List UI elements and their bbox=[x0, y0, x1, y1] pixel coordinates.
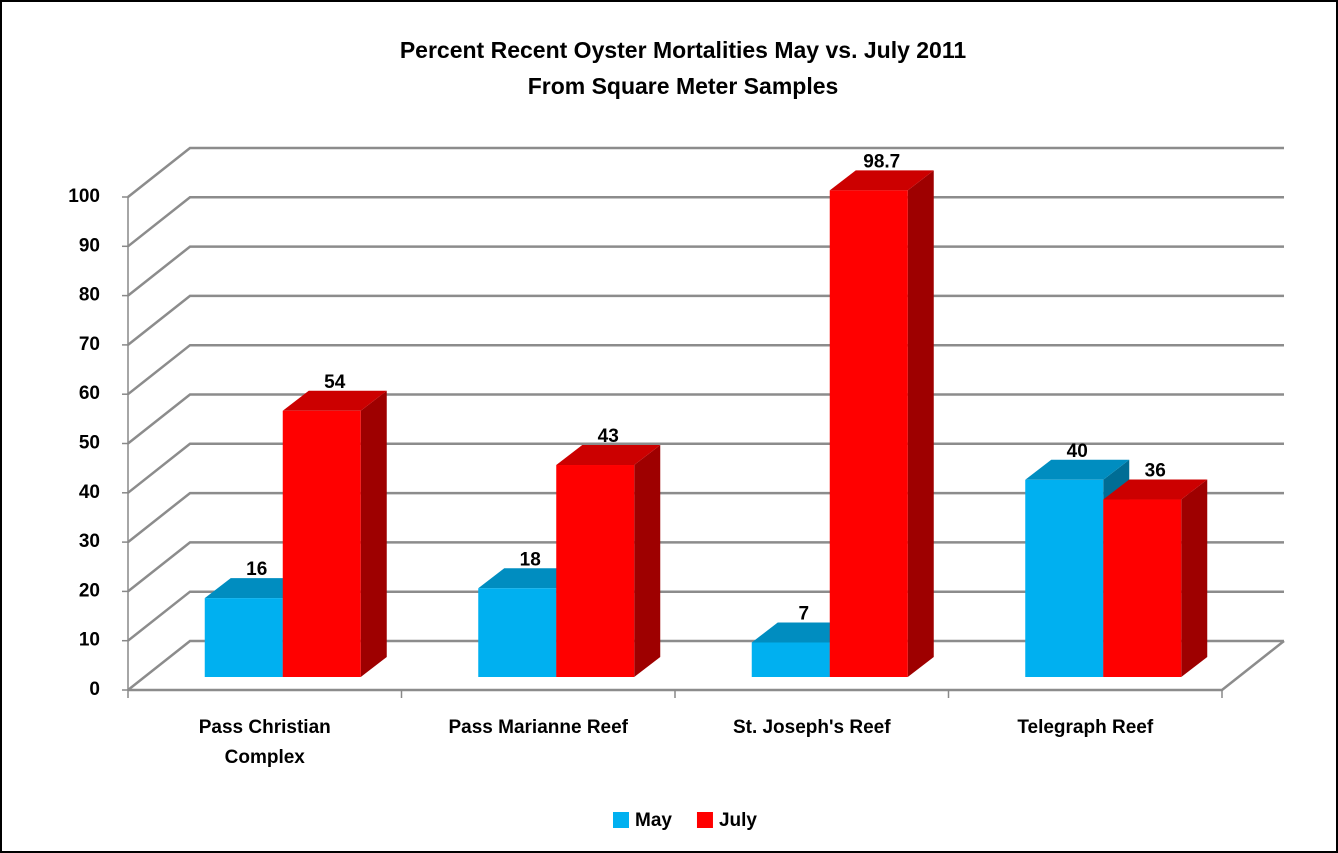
y-tick-label: 90 bbox=[79, 235, 100, 256]
data-label: 43 bbox=[598, 426, 619, 447]
legend-label: May bbox=[635, 810, 672, 831]
bar-front bbox=[1025, 479, 1104, 677]
chart-subtitle: From Square Meter Samples bbox=[528, 73, 839, 99]
bar bbox=[829, 170, 934, 677]
y-tick-label: 0 bbox=[89, 679, 100, 700]
legend-swatch bbox=[696, 812, 713, 828]
y-tick-label: 30 bbox=[79, 531, 100, 552]
bar-front bbox=[282, 410, 361, 677]
bar-front bbox=[204, 598, 283, 677]
data-label: 18 bbox=[520, 549, 541, 570]
data-label: 16 bbox=[246, 559, 267, 580]
x-tick-label: St. Joseph's Reef bbox=[733, 717, 891, 738]
x-tick-label: Telegraph Reef bbox=[1017, 717, 1154, 738]
bar-side bbox=[360, 390, 387, 677]
bar bbox=[1103, 479, 1208, 677]
y-tick-label: 40 bbox=[79, 482, 100, 503]
bar-front bbox=[1103, 499, 1182, 677]
bar-top bbox=[829, 170, 934, 191]
bar-front bbox=[556, 465, 635, 677]
bar-top bbox=[556, 445, 661, 466]
bar-front bbox=[829, 190, 908, 677]
bar-top bbox=[1025, 459, 1130, 480]
y-tick-label: 100 bbox=[68, 186, 100, 207]
x-tick-label: Pass Christian Complex bbox=[199, 717, 331, 768]
data-label: 98.7 bbox=[863, 151, 900, 172]
legend-swatch bbox=[613, 812, 629, 828]
grid-line bbox=[127, 146, 1284, 198]
bar-side bbox=[907, 170, 934, 677]
y-tick-label: 70 bbox=[79, 334, 100, 355]
data-label: 54 bbox=[324, 372, 346, 393]
bar bbox=[556, 445, 661, 677]
data-label: 7 bbox=[798, 604, 809, 625]
bar bbox=[282, 390, 387, 677]
bar-top bbox=[1103, 479, 1208, 500]
legend-label: July bbox=[719, 810, 757, 831]
bar-front bbox=[478, 588, 557, 677]
y-tick-label: 80 bbox=[79, 285, 100, 306]
data-label: 36 bbox=[1145, 461, 1166, 482]
bar-side bbox=[634, 445, 661, 677]
bar-front bbox=[751, 642, 830, 677]
bar-side bbox=[1181, 479, 1208, 677]
data-label: 40 bbox=[1067, 441, 1088, 462]
bar-top bbox=[282, 390, 387, 411]
y-tick-label: 10 bbox=[79, 630, 100, 651]
y-tick-label: 50 bbox=[79, 433, 100, 454]
x-tick-label: Pass Marianne Reef bbox=[448, 717, 628, 738]
y-tick-label: 20 bbox=[79, 580, 100, 601]
chart-title: Percent Recent Oyster Mortalities May vs… bbox=[400, 37, 967, 63]
y-tick-label: 60 bbox=[79, 383, 100, 404]
